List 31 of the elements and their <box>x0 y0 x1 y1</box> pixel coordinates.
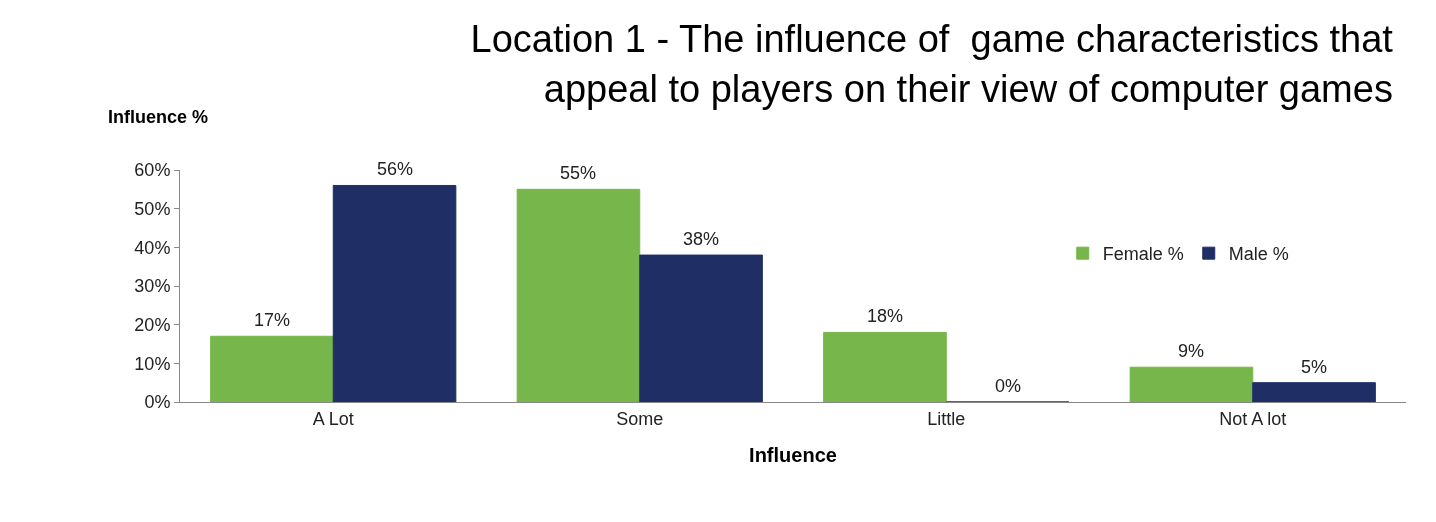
legend-label: Female % <box>1102 244 1184 265</box>
legend-label: Male % <box>1228 244 1289 265</box>
y-tick-label: 40% <box>134 237 171 258</box>
data-label: 9% <box>1178 341 1205 361</box>
data-label: 0% <box>995 376 1022 396</box>
x-tick-label: Not A lot <box>1219 408 1287 429</box>
y-tick-label: 30% <box>134 276 171 297</box>
x-tick-label: Some <box>616 408 664 429</box>
y-tick-label: 60% <box>134 160 171 181</box>
bar <box>516 188 641 402</box>
x-tick-label: A Lot <box>312 408 354 429</box>
bar <box>823 331 947 402</box>
y-axis-title: Influence % <box>108 107 209 127</box>
y-tick-label: 10% <box>134 353 171 374</box>
bar <box>1252 382 1376 402</box>
bar <box>332 184 457 402</box>
y-tick-label: 20% <box>134 314 171 335</box>
data-label: 18% <box>867 306 904 326</box>
data-label: 17% <box>254 310 291 330</box>
x-axis-title: Influence <box>749 444 837 467</box>
data-label: 55% <box>560 163 597 183</box>
data-label: 5% <box>1301 357 1328 377</box>
bar <box>210 335 334 402</box>
y-tick-label: 0% <box>144 392 171 413</box>
bar <box>1129 366 1254 402</box>
x-tick-label: Little <box>927 408 966 429</box>
bar <box>639 254 763 402</box>
data-label: 56% <box>377 159 414 179</box>
y-tick-label: 50% <box>134 198 171 219</box>
data-label: 38% <box>683 229 720 249</box>
chart-title: Location 1 - The influence of game characteristics that appeal to players on their view of computer games <box>470 18 1394 110</box>
